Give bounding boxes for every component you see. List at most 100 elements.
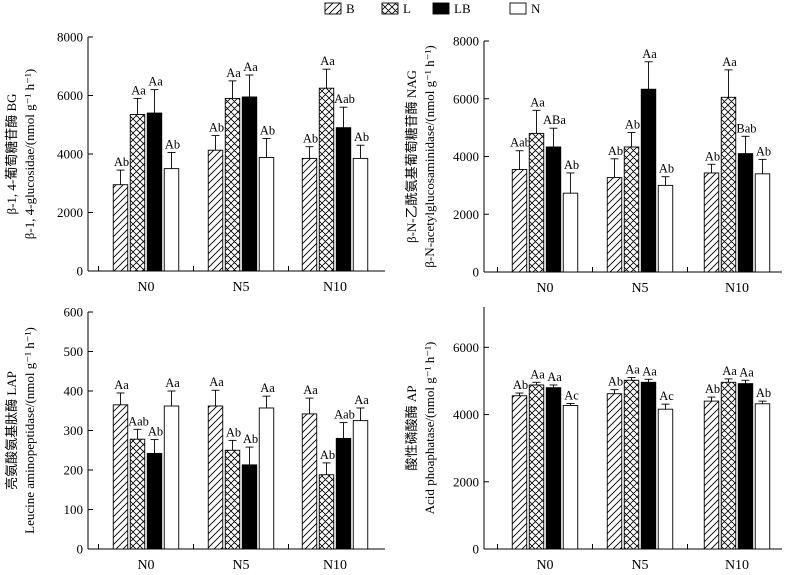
y-tick-label: 0 — [77, 264, 84, 279]
bar-label-n-n5: Ac — [659, 389, 674, 403]
y-tick-label: 2000 — [453, 207, 479, 222]
bar-label-b-n10: Ab — [705, 149, 720, 163]
bar-label-b-n0: Aab — [510, 136, 531, 150]
bar-label-lb-n10: Bab — [736, 121, 756, 135]
y-tick-label: 8000 — [453, 34, 479, 49]
bar-l-n5 — [623, 146, 640, 273]
bar-lb-n10 — [335, 127, 352, 272]
y-tick-label: 6000 — [453, 91, 479, 106]
bar-label-n-n10: Ab — [756, 386, 771, 400]
bar-l-n0 — [528, 132, 545, 273]
bar-l-n10 — [318, 87, 335, 272]
bar-n-n5 — [657, 408, 674, 550]
bar-l-n10 — [720, 381, 737, 550]
legend-swatch-n — [509, 2, 527, 15]
bar-n-n5 — [258, 407, 275, 550]
y-tick-label: 600 — [64, 305, 84, 320]
bar-label-n-n10: Ab — [354, 130, 369, 144]
y-tick-label: 100 — [64, 502, 84, 517]
y-axis-title-en: β-N-acetylglucosaminidase/(nmol g⁻¹ h⁻¹) — [422, 45, 437, 267]
bar-label-l-n10: Aa — [320, 54, 335, 68]
bar-lb-n0 — [146, 112, 163, 272]
bar-n-n5 — [258, 157, 275, 272]
bar-b-n10 — [301, 157, 318, 272]
bar-n-n10 — [754, 403, 771, 550]
bar-label-l-n10: Aa — [722, 55, 737, 69]
x-category-label-n0: N0 — [137, 280, 154, 295]
y-tick-label: 200 — [64, 463, 84, 478]
bar-label-l-n10: Ab — [320, 448, 335, 462]
bar-label-l-n0: Aa — [530, 367, 545, 381]
bar-label-lb-n5: Ab — [243, 432, 258, 446]
x-category-label-n10: N10 — [725, 558, 749, 573]
bar-label-b-n5: Ab — [608, 375, 623, 389]
bar-label-n-n5: Ab — [260, 123, 275, 137]
bar-lb-n5 — [640, 88, 657, 273]
y-axis-title-cn: 酸性磷酸酶 AP — [404, 386, 419, 471]
bar-label-b-n10: Ab — [705, 382, 720, 396]
bar-label-n-n5: Aa — [260, 381, 275, 395]
bar-l-n0 — [129, 438, 146, 550]
legend-swatch-lb — [432, 2, 450, 15]
y-tick-label: 8000 — [57, 30, 83, 45]
bar-n-n5 — [657, 184, 674, 273]
bar-b-n0 — [112, 184, 129, 272]
y-tick-label: 2000 — [57, 205, 83, 220]
bar-label-lb-n5: Aa — [642, 364, 657, 378]
bar-b-n5 — [606, 177, 623, 273]
legend-label-n: N — [531, 1, 541, 16]
bar-label-n-n10: Ab — [756, 144, 771, 158]
bar-l-n5 — [623, 379, 640, 550]
y-axis-title-cn: β-1, 4-葡萄糖苷酶 BG — [4, 93, 19, 214]
bar-label-lb-n10: Aab — [334, 408, 355, 422]
bar-n-n0 — [562, 192, 579, 273]
panel-lap: 0 100 200 300 400 500 600 N0 N5 N10 亮氨酸氨基肽酶 LAP Leu… — [4, 305, 385, 573]
y-axis-title-en: Leucine aminopeptidase/(nmol g⁻¹ h⁻¹) — [22, 327, 37, 534]
panel-bg: 0 2000 4000 6000 8000 N0 N5 N10 β-1, 4-葡萄糖苷酶 BG β… — [4, 30, 385, 295]
bar-label-lb-n0: Aa — [547, 370, 562, 384]
bar-lb-n10 — [335, 437, 352, 550]
y-tick-label: 2000 — [453, 474, 479, 489]
bar-b-n10 — [703, 172, 720, 273]
y-axis-title-en: Acid phoaphatase/(nmol g⁻¹ h⁻¹) — [422, 342, 437, 515]
legend-label-l: L — [403, 1, 411, 16]
bar-l-n0 — [129, 114, 146, 272]
legend-label-lb: LB — [454, 1, 471, 16]
x-category-label-n5: N5 — [631, 558, 648, 573]
bar-n-n10 — [352, 157, 369, 272]
bar-lb-n0 — [146, 452, 163, 550]
bar-label-b-n0: Ab — [513, 378, 528, 392]
bar-label-lb-n0: Aa — [148, 75, 163, 89]
y-tick-label: 4000 — [57, 147, 83, 162]
bar-label-lb-n5: Aa — [243, 60, 258, 74]
bar-label-n-n10: Aa — [354, 393, 369, 407]
x-category-label-n5: N5 — [232, 280, 249, 295]
bar-label-b-n5: Ab — [209, 121, 224, 135]
bar-label-b-n0: Ab — [114, 155, 129, 169]
bar-label-n-n0: Ab — [165, 138, 180, 152]
bar-l-n5 — [224, 97, 241, 272]
x-category-label-n5: N5 — [232, 558, 249, 573]
y-tick-label: 400 — [64, 384, 84, 399]
bar-b-n0 — [511, 169, 528, 273]
bar-label-b-n10: Aa — [303, 383, 318, 397]
bar-label-b-n5: Aa — [209, 375, 224, 389]
y-axis-title-cn: β-N-乙酰氨基葡萄糖苷酶 NAG — [404, 70, 419, 243]
panel-nag: 0 2000 4000 6000 8000 N0 N5 N10 β-N-乙酰氨基葡萄糖苷酶 NA… — [404, 34, 782, 296]
bar-n-n10 — [754, 173, 771, 273]
bar-n-n0 — [163, 168, 180, 272]
legend-swatch-b — [324, 2, 342, 15]
y-tick-label: 300 — [64, 423, 84, 438]
bar-label-n-n5: Ab — [659, 162, 674, 176]
x-category-label-n0: N0 — [536, 558, 553, 573]
bar-l-n0 — [528, 384, 545, 550]
legend-swatch-l — [381, 2, 399, 15]
bar-lb-n10 — [737, 383, 754, 550]
bar-label-l-n0: Aa — [530, 95, 545, 109]
x-category-label-n0: N0 — [137, 558, 154, 573]
bar-label-lb-n10: Aab — [334, 92, 355, 106]
bar-label-lb-n5: Aa — [642, 47, 657, 61]
bar-lb-n0 — [545, 146, 562, 273]
x-category-label-n0: N0 — [536, 281, 553, 296]
